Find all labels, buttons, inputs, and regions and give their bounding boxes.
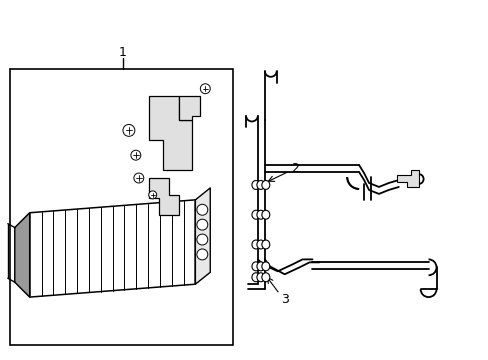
Ellipse shape xyxy=(251,262,259,271)
Circle shape xyxy=(200,84,210,94)
Circle shape xyxy=(197,204,207,215)
Circle shape xyxy=(197,249,207,260)
Ellipse shape xyxy=(256,210,264,219)
Polygon shape xyxy=(396,170,418,187)
Polygon shape xyxy=(15,213,30,297)
Circle shape xyxy=(148,191,156,199)
Circle shape xyxy=(131,150,141,160)
Ellipse shape xyxy=(262,240,269,249)
Ellipse shape xyxy=(251,180,259,189)
Text: 3: 3 xyxy=(280,293,288,306)
Ellipse shape xyxy=(262,262,269,271)
Circle shape xyxy=(197,219,207,230)
Ellipse shape xyxy=(256,240,264,249)
Ellipse shape xyxy=(251,273,259,282)
Circle shape xyxy=(197,234,207,245)
Polygon shape xyxy=(148,178,178,215)
Ellipse shape xyxy=(256,262,264,271)
Ellipse shape xyxy=(251,240,259,249)
Text: 2: 2 xyxy=(290,162,298,175)
Polygon shape xyxy=(178,96,200,121)
Bar xyxy=(10,69,233,345)
Ellipse shape xyxy=(256,180,264,189)
Polygon shape xyxy=(195,188,210,284)
Circle shape xyxy=(134,173,143,183)
Ellipse shape xyxy=(251,210,259,219)
Polygon shape xyxy=(148,96,192,170)
Ellipse shape xyxy=(262,210,269,219)
Text: 1: 1 xyxy=(119,46,126,59)
Ellipse shape xyxy=(262,180,269,189)
Ellipse shape xyxy=(256,273,264,282)
Ellipse shape xyxy=(262,273,269,282)
Circle shape xyxy=(122,125,135,136)
